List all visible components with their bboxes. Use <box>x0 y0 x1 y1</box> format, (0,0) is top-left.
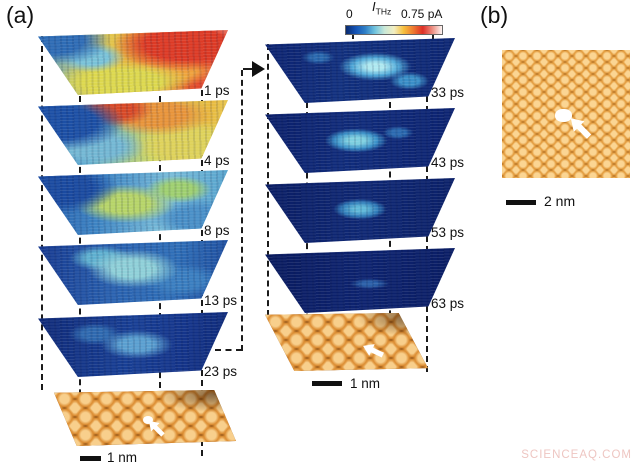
stm-shading <box>265 313 428 371</box>
panel-b-label: (b) <box>480 2 509 28</box>
delay-label: 33 ps <box>431 85 465 100</box>
sequence-connector-line <box>243 68 253 70</box>
delay-label: 1 ps <box>204 83 230 98</box>
colorbar-quantity-symbol: I <box>372 0 376 14</box>
delay-label: 13 ps <box>204 293 238 308</box>
scale-bar <box>312 381 342 386</box>
scale-bar-label: 1 nm <box>107 450 138 465</box>
thz-map-33ps <box>265 38 455 103</box>
thz-map-23ps <box>38 312 228 377</box>
panel-a-label: (a) <box>6 2 35 28</box>
scale-bar <box>506 200 536 205</box>
colorbar-tick <box>352 35 354 39</box>
delay-label: 8 ps <box>204 223 230 238</box>
colorbar-max-label: 0.75 pA <box>401 7 443 21</box>
delay-label: 4 ps <box>204 153 230 168</box>
defect-spot <box>555 109 572 122</box>
sequence-connector-line <box>241 70 243 351</box>
scale-bar-label: 2 nm <box>544 193 576 209</box>
thz-map-43ps <box>265 108 455 173</box>
dashed-guide-line <box>267 44 269 316</box>
thz-map-53ps <box>265 178 455 243</box>
colorbar-gradient <box>345 25 443 35</box>
thz-map-13ps <box>38 240 228 305</box>
arrowhead-icon <box>252 61 265 77</box>
scale-bar <box>80 456 101 461</box>
thz-map-63ps <box>265 248 455 313</box>
thz-map-4ps <box>38 100 228 165</box>
colorbar-tick <box>432 35 434 39</box>
colorbar-quantity-label: ITHz <box>372 0 391 17</box>
delay-label: 43 ps <box>431 155 465 170</box>
delay-label: 53 ps <box>431 225 465 240</box>
defect-spot <box>143 416 153 424</box>
dashed-guide-line <box>41 36 43 390</box>
thz-map-1ps <box>38 30 228 95</box>
delay-label: 23 ps <box>204 364 238 379</box>
scale-bar-label: 1 nm <box>350 376 381 391</box>
dashed-guide-line <box>159 96 161 388</box>
colorbar-quantity-subscript: THz <box>375 6 392 17</box>
delay-label: 63 ps <box>431 296 465 311</box>
stm-topography-right <box>265 313 428 371</box>
sequence-connector-line <box>215 349 242 351</box>
watermark: SCIENCEAQ.COM <box>521 449 632 461</box>
colorbar-min-label: 0 <box>346 7 353 21</box>
thz-map-8ps <box>38 170 228 235</box>
